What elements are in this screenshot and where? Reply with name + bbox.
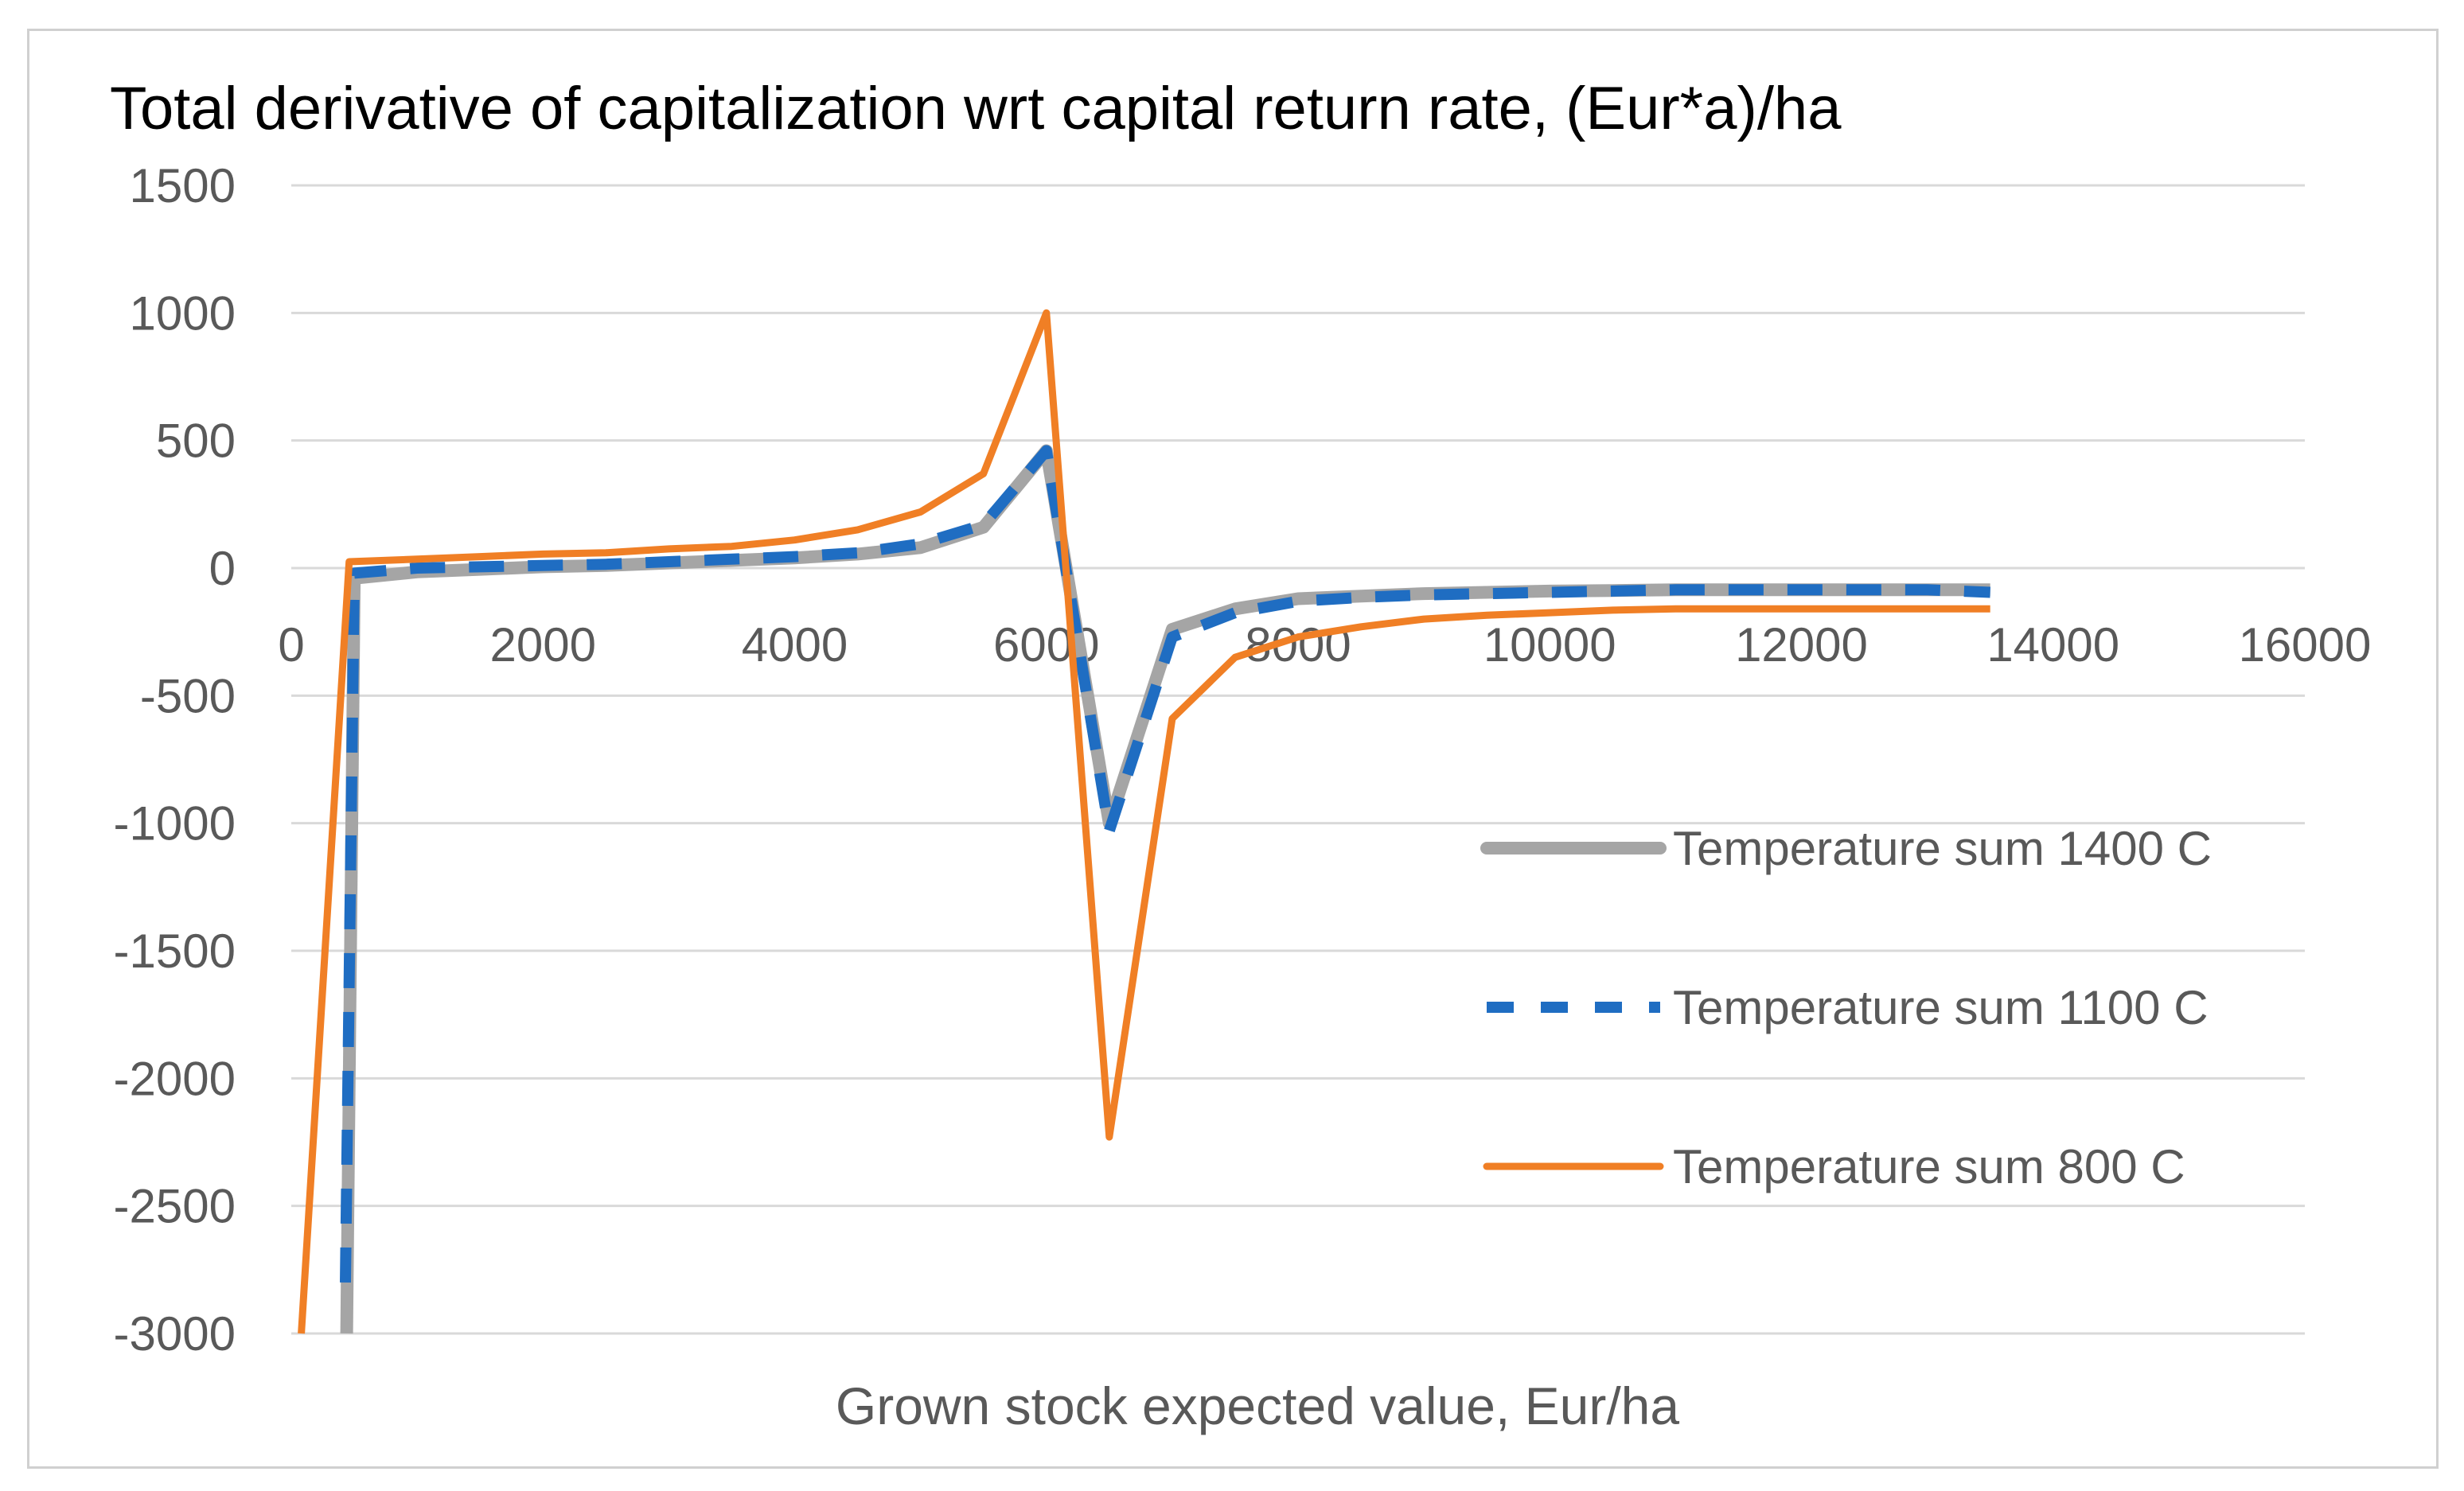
- y-tick-label: -3000: [114, 1307, 236, 1361]
- x-tick-label: 0: [278, 618, 304, 672]
- y-tick-label: -2000: [114, 1052, 236, 1105]
- y-tick-label: 1500: [130, 159, 236, 212]
- series-line-temperature-sum-1400-c: [340, 444, 1990, 1334]
- x-axis-tick-labels: 0 2000 4000 6000 8000 10000 12000 14000 16000: [278, 618, 2371, 672]
- grid-lines: [291, 184, 2305, 1335]
- y-tick-label: 500: [156, 415, 236, 468]
- chart-title: Total derivative of capitalization wrt c…: [110, 75, 1842, 142]
- y-axis-tick-labels: 1500 1000 500 0 -500 -1000 -1500 -2000 -2500 -300…: [114, 159, 236, 1361]
- y-tick-label: 0: [209, 542, 236, 595]
- legend-label: Temperature sum 1400 C: [1673, 822, 2212, 875]
- legend-item: Temperature sum 1400 C: [1480, 822, 2212, 875]
- legend: Temperature sum 1400 C Temperature sum 11…: [1480, 822, 2212, 1193]
- y-tick-label: -500: [140, 669, 236, 722]
- y-tick-label: -2500: [114, 1180, 236, 1233]
- legend-label: Temperature sum 1100 C: [1673, 981, 2209, 1034]
- x-tick-label: 12000: [1735, 618, 1868, 672]
- x-axis-title: Grown stock expected value, Eur/ha: [836, 1376, 1680, 1435]
- x-tick-label: 2000: [490, 618, 596, 672]
- x-tick-label: 4000: [742, 618, 848, 672]
- y-tick-label: 1000: [130, 286, 236, 340]
- y-tick-label: -1000: [114, 797, 236, 851]
- legend-item: Temperature sum 800 C: [1483, 1140, 2185, 1193]
- chart-frame: [27, 29, 2439, 1469]
- x-tick-label: 16000: [2239, 618, 2372, 672]
- legend-item: Temperature sum 1100 C: [1487, 981, 2209, 1034]
- series-lines: [298, 309, 1990, 1334]
- legend-label: Temperature sum 800 C: [1673, 1140, 2185, 1193]
- x-tick-label: 10000: [1483, 618, 1616, 672]
- y-tick-label: -1500: [114, 925, 236, 978]
- x-tick-label: 8000: [1245, 618, 1351, 672]
- series-line-temperature-sum-800-c: [298, 309, 1990, 1334]
- x-tick-label: 14000: [1986, 618, 2119, 672]
